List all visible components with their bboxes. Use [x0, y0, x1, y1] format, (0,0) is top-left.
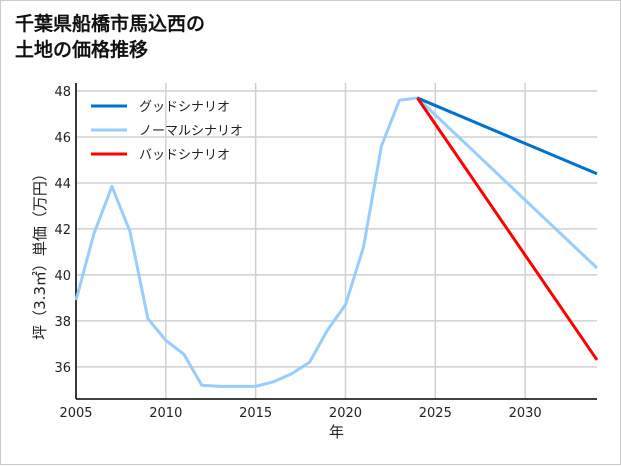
legend-label: ノーマルシナリオ: [139, 124, 243, 139]
chart-title: 千葉県船橋市馬込西の 土地の価格推移: [15, 11, 205, 63]
y-tick-label: 44: [54, 177, 71, 192]
legend-label: グッドシナリオ: [139, 100, 230, 115]
title-line-1: 千葉県船橋市馬込西の: [15, 13, 206, 35]
y-tick-label: 38: [54, 315, 71, 330]
x-tick-label: 2025: [419, 406, 452, 421]
x-tick-label: 2015: [239, 406, 272, 421]
y-tick-label: 42: [54, 223, 71, 238]
x-axis-label: 年: [329, 423, 344, 441]
x-tick-label: 2005: [59, 406, 92, 421]
x-tick-label: 2030: [509, 406, 542, 421]
y-axis-label: 坪（3.3㎡）単価（万円）: [31, 166, 49, 340]
y-tick-label: 46: [54, 131, 71, 146]
title-line-2: 土地の価格推移: [15, 39, 149, 61]
series-line-3: [416, 97, 599, 361]
x-tick-label: 2010: [149, 406, 182, 421]
series-line-1: [416, 96, 598, 176]
legend-label: バッドシナリオ: [139, 148, 230, 163]
y-tick-label: 48: [54, 85, 71, 100]
x-tick-label: 2020: [329, 406, 362, 421]
y-tick-label: 36: [54, 361, 71, 376]
y-tick-label: 40: [54, 269, 71, 284]
series-line-2: [74, 96, 599, 388]
